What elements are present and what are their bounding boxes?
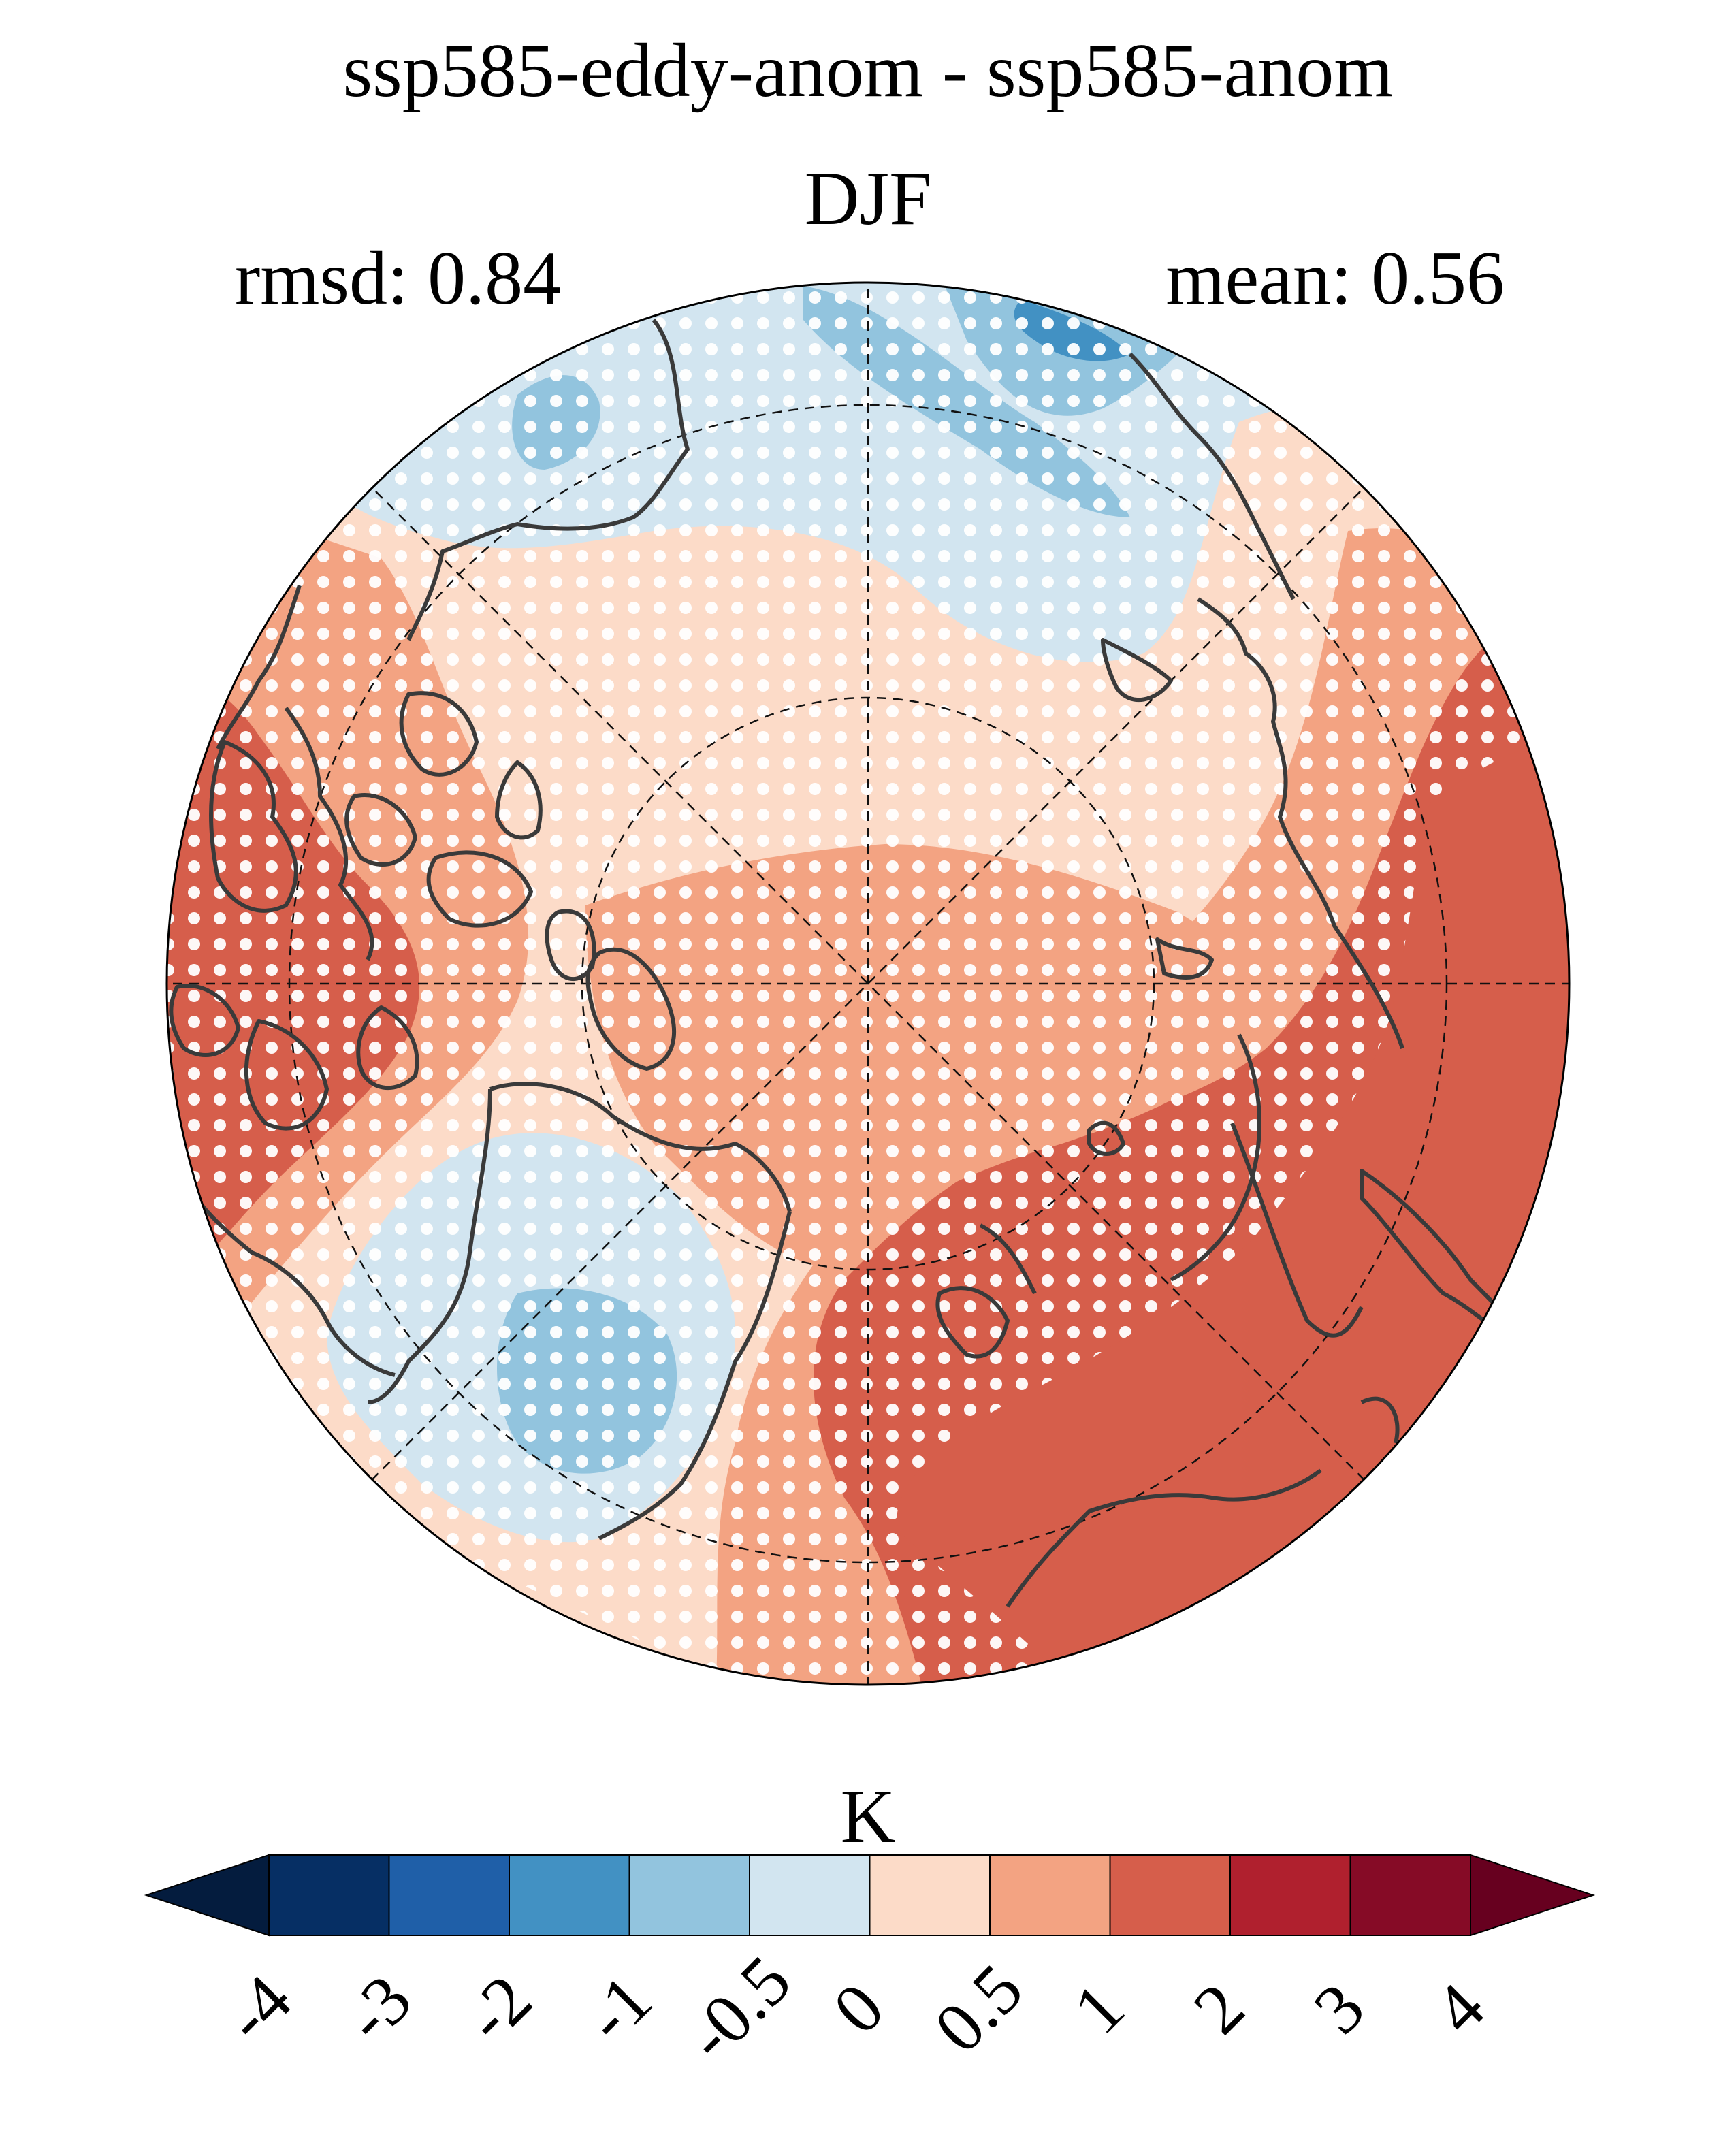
colorbar-segment	[388, 1854, 510, 1936]
colorbar-tick-label: -4	[209, 1960, 306, 2057]
colorbar: -4 -3 -2 -1 -0.5 0 0.5 1 2 3 4	[144, 1854, 1596, 2076]
colorbar-tick-label: 0.5	[920, 1950, 1038, 2067]
colorbar-tick-label: 3	[1299, 1969, 1379, 2049]
colorbar-tick-label: -3	[329, 1960, 427, 2057]
colorbar-segment	[1229, 1854, 1351, 1936]
colorbar-segment	[1109, 1854, 1231, 1936]
colorbar-tick-label: 1	[1059, 1969, 1139, 2049]
rmsd-label: rmsd: 0.84	[235, 236, 562, 321]
colorbar-tick-label: 4	[1419, 1969, 1500, 2049]
colorbar-tick-label: 2	[1179, 1969, 1259, 2049]
map-title: ssp585-eddy-anom - ssp585-anom	[342, 29, 1394, 113]
colorbar-over-extension	[1470, 1854, 1596, 1937]
colorbar-tick-label: -0.5	[671, 1941, 806, 2076]
colorbar-segment	[749, 1854, 871, 1936]
colorbar-units-label: K	[840, 1775, 896, 1859]
mean-label: mean: 0.56	[1166, 236, 1505, 321]
colorbar-tick-label: 0	[818, 1969, 899, 2049]
colorbar-under-extension	[144, 1854, 270, 1937]
colorbar-tick-label: -1	[570, 1960, 667, 2057]
colorbar-segment	[628, 1854, 750, 1936]
graticule	[167, 283, 1569, 1685]
colorbar-segment	[869, 1854, 991, 1936]
colorbar-segment	[268, 1854, 390, 1936]
coastlines	[168, 319, 1527, 1608]
colorbar-tick-label: -2	[449, 1960, 547, 2057]
map-subtitle: DJF	[804, 157, 932, 241]
colorbar-segment	[1349, 1854, 1471, 1936]
colorbar-segment	[989, 1854, 1111, 1936]
map-boundary	[165, 281, 1571, 1686]
colorbar-segment	[509, 1854, 630, 1936]
